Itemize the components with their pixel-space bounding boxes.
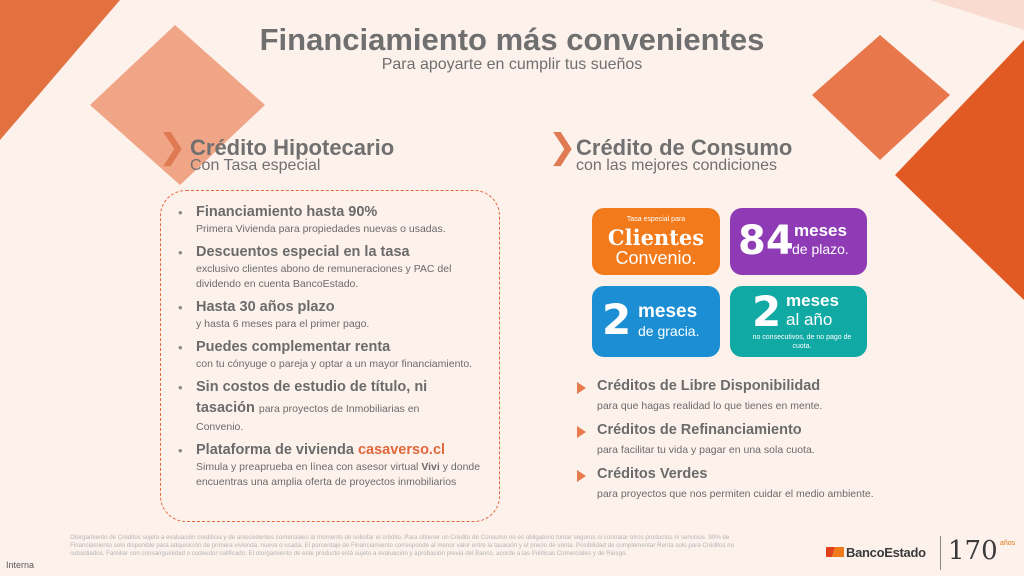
- tile-mid-text: al año: [786, 310, 833, 329]
- tile-mid-text: de plazo.: [792, 241, 849, 257]
- bullet-title: Financiamiento hasta 90%: [196, 204, 378, 220]
- tile-big-text: meses: [786, 291, 839, 310]
- vivi-name: Vivi: [421, 461, 440, 473]
- bullet-title: Puedes complementar renta: [196, 339, 391, 355]
- credit-type-text: para proyectos que nos permiten cuidar e…: [597, 488, 874, 500]
- bullet-title-wrap: Sin costos de estudio de título, ni tasa…: [196, 377, 488, 420]
- arrow-right-icon: [577, 470, 586, 482]
- bullet-text: con tu cónyuge o pareja y optar a un may…: [196, 358, 473, 370]
- tile-mid-text: de gracia.: [638, 323, 700, 339]
- bullet-text: Simula y preaprueba en línea con asesor …: [196, 460, 488, 490]
- chevron-right-icon: ❯: [158, 127, 187, 167]
- chevron-right-icon: ❯: [548, 127, 577, 167]
- tile-2-meses-al-ano: 2 meses al año no consecutivos, de no pa…: [730, 286, 867, 357]
- tile-mid-text: Convenio.: [615, 248, 697, 268]
- tile-small-text: no consecutivos, de no pago de cuota.: [752, 334, 852, 350]
- bullet-icon: •: [178, 380, 183, 395]
- divider: [940, 536, 941, 570]
- tile-number: 84: [738, 218, 794, 264]
- bullet-icon: •: [178, 205, 183, 220]
- anniversary-number: 170: [948, 536, 998, 566]
- list-item: • Descuentos especial en la tasa exclusi…: [178, 242, 488, 292]
- bullet-icon: •: [178, 300, 183, 315]
- legal-disclaimer: Otorgamiento de Créditos sujeto a evalua…: [70, 534, 735, 557]
- bullet-title: Sin costos de estudio de título, ni tasa…: [196, 379, 428, 416]
- left-subheading: Con Tasa especial: [190, 157, 321, 174]
- right-subheading: con las mejores condiciones: [576, 157, 777, 174]
- list-item: • Puedes complementar renta con tu cónyu…: [178, 337, 488, 372]
- tile-2-meses-gracia: 2 meses de gracia.: [592, 286, 720, 357]
- tile-84-meses: 84 meses de plazo.: [730, 208, 867, 275]
- page-title: Financiamiento más convenientes: [259, 22, 765, 57]
- arrow-right-icon: [577, 382, 586, 394]
- casaverso-link[interactable]: casaverso.cl: [357, 442, 446, 458]
- arrow-right-icon: [577, 426, 586, 438]
- list-item: • Financiamiento hasta 90% Primera Vivie…: [178, 202, 488, 237]
- tile-number: 2: [752, 287, 782, 336]
- mortgage-benefits-list: • Financiamiento hasta 90% Primera Vivie…: [178, 202, 488, 495]
- credit-type-title: Créditos Verdes: [597, 466, 708, 482]
- anniversary-label: años: [1000, 540, 1016, 547]
- tile-small-text: Tasa especial para: [626, 216, 686, 223]
- tile-number: 2: [602, 295, 632, 344]
- classification-label: Interna: [6, 560, 35, 570]
- bullet-inline-text: para proyectos de Inmobiliarias en: [258, 403, 420, 415]
- bullet-icon: •: [178, 443, 183, 458]
- credit-type-title: Créditos de Refinanciamiento: [597, 422, 802, 438]
- credit-type-text: para que hagas realidad lo que tienes en…: [597, 400, 823, 412]
- credit-type-text: para facilitar tu vida y pagar en una so…: [597, 444, 815, 456]
- bullet-text: y hasta 6 meses para el primer pago.: [196, 318, 370, 330]
- brand-logo-text: BancoEstado: [846, 545, 926, 560]
- bullet-title: Hasta 30 años plazo: [196, 299, 335, 315]
- mortgage-benefits-box: [160, 190, 500, 522]
- bullet-text: exclusivo clientes abono de remuneracion…: [196, 263, 452, 290]
- bullet-title: Plataforma de vivienda: [196, 442, 354, 458]
- bullet-icon: •: [178, 245, 183, 260]
- bullet-text-pre: Simula y preaprueba en línea con asesor …: [196, 461, 419, 473]
- bullet-title: Descuentos especial en la tasa: [196, 244, 410, 260]
- bullet-text: Primera Vivienda para propiedades nuevas…: [196, 223, 446, 235]
- bullet-title-wrap: Plataforma de vivienda casaverso.cl: [196, 440, 488, 460]
- list-item: • Sin costos de estudio de título, ni ta…: [178, 377, 488, 435]
- tile-big-text: Clientes: [607, 225, 705, 250]
- credit-type-title: Créditos de Libre Disponibilidad: [597, 378, 821, 394]
- bancoestado-logo-icon: [826, 545, 844, 559]
- tile-clientes-convenio: Tasa especial para Clientes Convenio.: [592, 208, 720, 275]
- tile-big-text: meses: [638, 301, 698, 322]
- left-heading: Crédito Hipotecario: [190, 135, 395, 160]
- list-item: • Hasta 30 años plazo y hasta 6 meses pa…: [178, 297, 488, 332]
- tile-big-text: meses: [794, 221, 847, 240]
- right-heading: Crédito de Consumo: [576, 135, 793, 160]
- bullet-text: Convenio.: [196, 421, 244, 433]
- bullet-icon: •: [178, 340, 183, 355]
- bullet-text-post: y donde encuentras una amplia oferta de …: [196, 461, 481, 488]
- list-item: • Plataforma de vivienda casaverso.cl Si…: [178, 440, 488, 490]
- page-subtitle: Para apoyarte en cumplir tus sueños: [381, 56, 643, 73]
